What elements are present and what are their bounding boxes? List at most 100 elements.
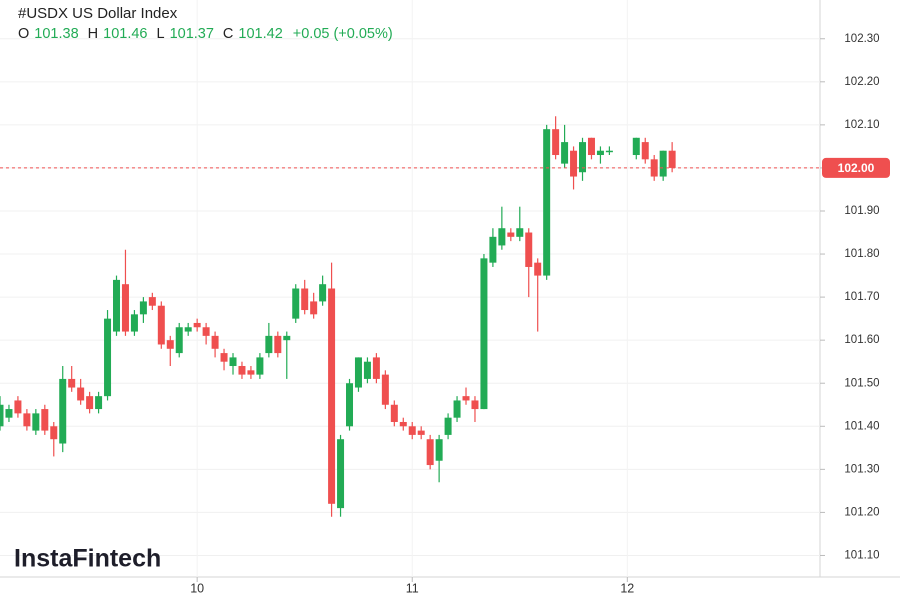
candle-body (516, 228, 524, 237)
candle-body (417, 430, 425, 435)
candle-body (337, 439, 345, 509)
candle-body (274, 335, 282, 354)
candle-body (121, 284, 129, 332)
candle-body (480, 258, 488, 410)
candle-body (319, 284, 327, 302)
candle-body (5, 409, 13, 418)
candle-body (408, 426, 416, 435)
candle-body (659, 150, 667, 177)
candle-body (113, 279, 121, 332)
legend-change: +0.05 (+0.05%) (293, 26, 393, 42)
chart-title: #USDX US Dollar Index (18, 5, 178, 22)
legend-key: O (18, 26, 29, 42)
legend-key: L (156, 26, 164, 42)
y-tick-label: 101.20 (844, 506, 879, 518)
candle-body (148, 297, 156, 306)
candle-body (498, 228, 506, 246)
candle-body (130, 314, 138, 332)
candle-body (328, 288, 336, 504)
candle-body (0, 404, 4, 427)
candle-body (390, 404, 398, 422)
legend-value: 101.42 (238, 26, 282, 42)
y-tick-label: 102.10 (844, 119, 879, 131)
x-tick-label: 10 (190, 581, 204, 595)
candle-body (202, 327, 210, 336)
y-tick-label: 101.40 (844, 420, 879, 432)
candle-body (381, 374, 389, 405)
legend-value: 101.46 (103, 26, 147, 42)
candle-body (193, 322, 201, 328)
candle-body (587, 137, 595, 156)
y-tick-label: 101.70 (844, 291, 879, 303)
y-tick-label: 101.50 (844, 377, 879, 389)
candle-body (175, 327, 183, 354)
candle-body (86, 396, 94, 410)
y-tick-label: 101.60 (844, 334, 879, 346)
candle-body (363, 361, 371, 379)
candle-body (426, 439, 434, 466)
candle-body (372, 357, 380, 379)
candle-body (462, 396, 470, 401)
watermark: InstaFintech (14, 545, 161, 573)
y-tick-label: 101.10 (844, 550, 879, 562)
candle-body (561, 142, 569, 164)
candle-body (68, 378, 76, 388)
candle-body (489, 236, 497, 263)
candle-body (41, 409, 49, 431)
candle-body (283, 335, 291, 341)
candle-body (534, 262, 542, 276)
y-tick-label: 102.20 (844, 76, 879, 88)
candle-body (668, 150, 676, 168)
y-tick-label: 101.30 (844, 463, 879, 475)
y-tick-label: 101.80 (844, 248, 879, 260)
candle-body (444, 417, 452, 435)
candle-body (32, 413, 40, 431)
x-tick-label: 11 (406, 581, 419, 595)
candle-body (229, 357, 237, 367)
candle-body (579, 142, 587, 173)
candle-body (265, 335, 273, 354)
candle-body (77, 387, 85, 401)
overlay: 102.00 (0, 157, 890, 178)
candle-body (453, 400, 461, 418)
candle-body (354, 357, 362, 388)
candles (0, 116, 676, 517)
candle-body (50, 426, 58, 440)
candle-body (605, 150, 613, 153)
candle-body (211, 335, 219, 349)
candle-body (256, 357, 264, 375)
legend-key: C (223, 26, 233, 42)
candle-body (220, 353, 228, 362)
candle-body (95, 396, 103, 410)
x-tick-label: 12 (620, 581, 634, 595)
price-tag-label: 102.00 (838, 161, 875, 175)
candle-body (471, 400, 479, 410)
candle-body (238, 366, 246, 375)
candle-body (139, 301, 147, 315)
candle-body (184, 327, 192, 332)
candle-body (14, 400, 22, 414)
candle-body (641, 142, 649, 160)
y-tick-label: 101.90 (844, 205, 879, 217)
candle-body (346, 383, 354, 427)
candle-body (552, 129, 560, 156)
legend-key: H (88, 26, 98, 42)
candle-body (247, 370, 255, 375)
candle-body (104, 318, 112, 397)
candle-body (570, 150, 578, 177)
candle-body (166, 340, 174, 349)
candle-body (301, 288, 309, 311)
legend-value: 101.37 (170, 26, 214, 42)
ohlc-legend: O 101.38 H 101.46 L 101.37 C 101.42 +0.05 (+0.05… (18, 26, 393, 42)
candle-body (507, 232, 515, 237)
candle-body (525, 232, 533, 267)
candle-body (596, 150, 604, 156)
candle-body (157, 305, 165, 345)
candle-body (292, 288, 300, 319)
candle-body (59, 378, 67, 444)
candle-body (310, 301, 318, 315)
candle-body (632, 137, 640, 156)
price-tag (822, 157, 890, 178)
